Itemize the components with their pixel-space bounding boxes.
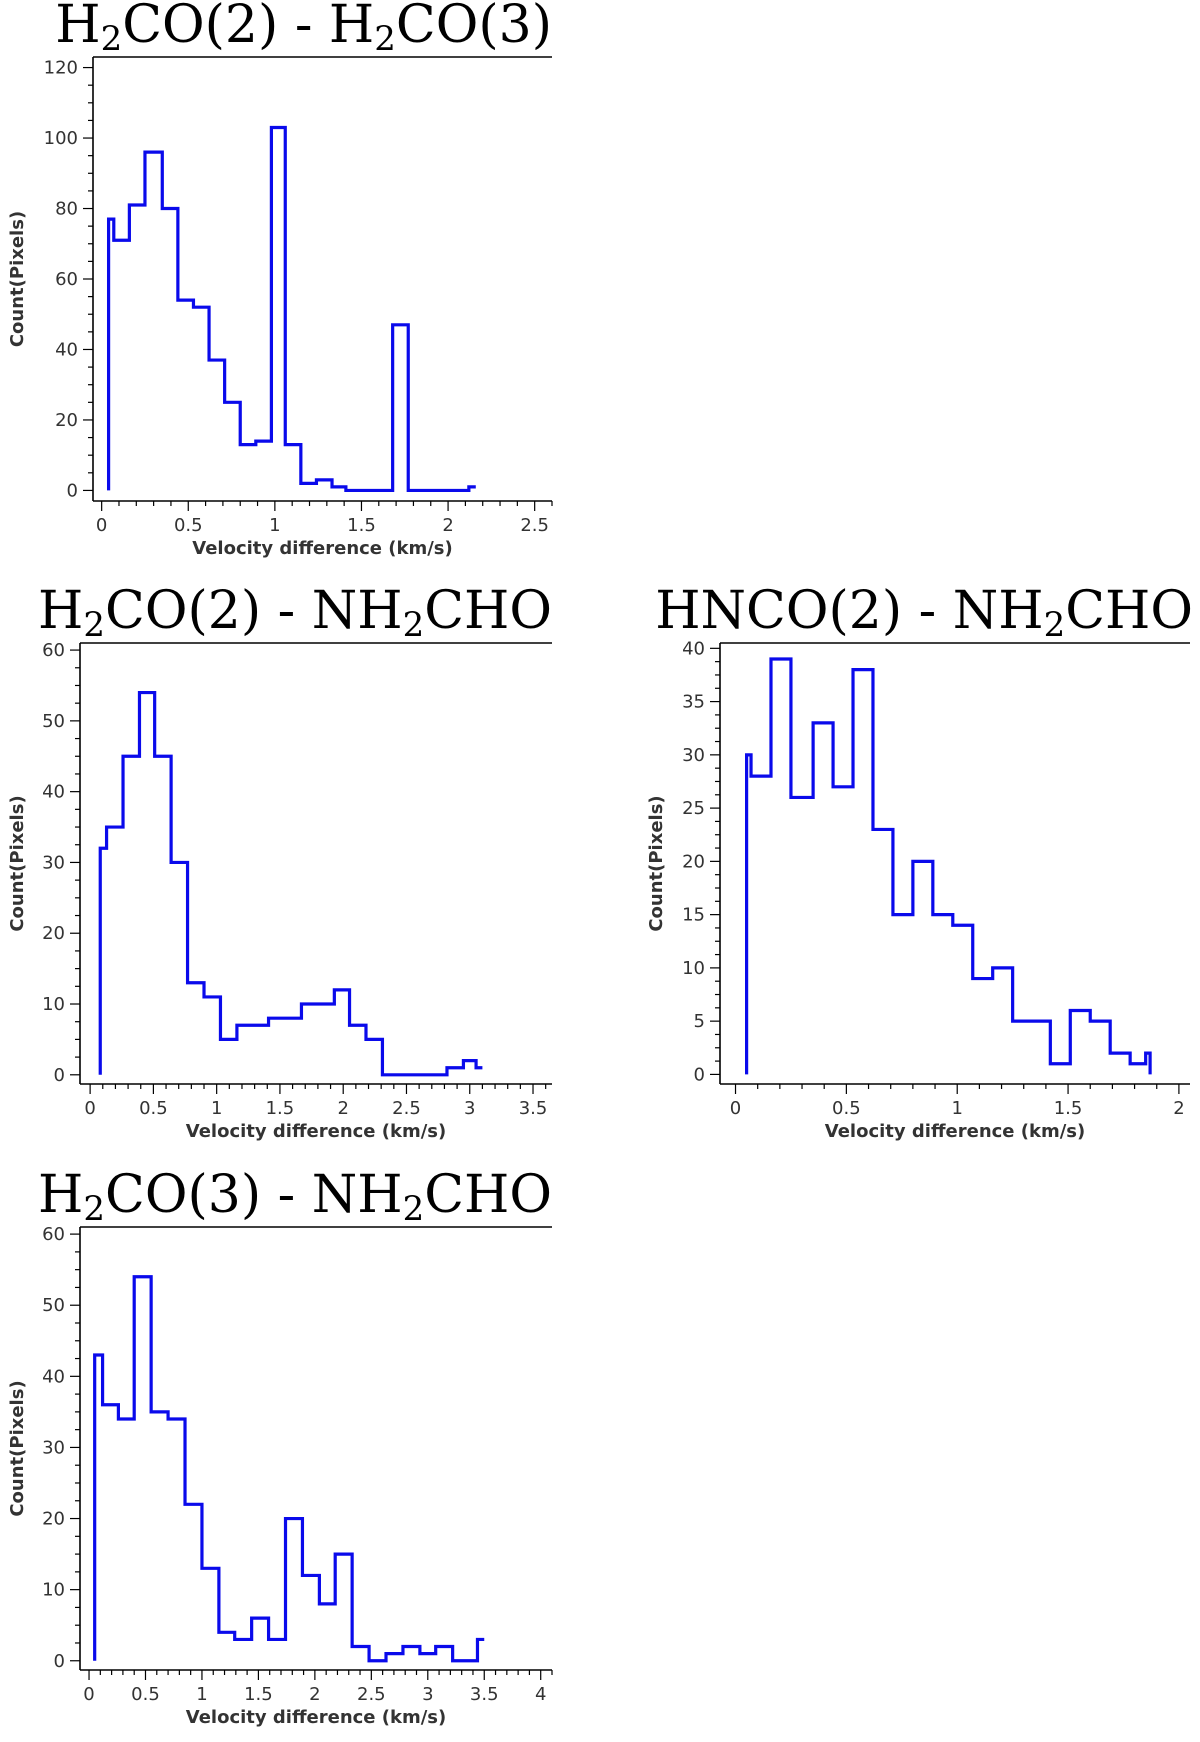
title-part: H — [38, 1165, 83, 1225]
y-tick-label: 60 — [42, 640, 65, 661]
y-tick-label: 60 — [55, 269, 78, 290]
y-tick-label: 10 — [42, 994, 65, 1015]
y-tick-label: 0 — [694, 1064, 705, 1085]
x-tick-label: 2 — [442, 515, 453, 536]
y-tick-label: 20 — [682, 851, 705, 872]
y-axis-label: Count(Pixels) — [7, 211, 28, 347]
x-tick-label: 1.5 — [266, 1098, 295, 1119]
title-part: HNCO(2) - NH — [655, 581, 1043, 641]
x-tick-label: 0.5 — [832, 1098, 861, 1119]
y-tick-label: 60 — [42, 1224, 65, 1245]
chart-title: H2CO(2) - H2CO(3) — [55, 0, 552, 59]
y-tick-label: 35 — [682, 692, 705, 713]
x-tick-label: 2.5 — [520, 515, 549, 536]
x-tick-label: 1 — [269, 515, 280, 536]
title-part: CHO — [1065, 581, 1193, 641]
title-part: 2 — [83, 1189, 105, 1229]
title-part: 2 — [101, 19, 123, 59]
y-tick-label: 5 — [694, 1011, 705, 1032]
y-tick-label: 100 — [44, 128, 78, 149]
y-tick-label: 40 — [42, 782, 65, 803]
y-tick-label: 10 — [42, 1580, 65, 1601]
chart-1: H2CO(2) - H2CO(3)0 0.5 1 1.5 2 2.502040608010… — [7, 0, 553, 559]
x-tick-label: 1.5 — [1054, 1098, 1083, 1119]
y-tick-label: 0 — [67, 480, 78, 501]
x-tick-label: 0 — [84, 1098, 95, 1119]
x-tick-label: 1 — [196, 1684, 207, 1705]
x-tick-label: 3 — [422, 1684, 433, 1705]
y-tick-label: 25 — [682, 798, 705, 819]
x-tick-label: 0.5 — [131, 1684, 160, 1705]
x-tick-label: 1.5 — [347, 515, 376, 536]
y-tick-label: 0 — [54, 1651, 65, 1672]
y-tick-label: 10 — [682, 958, 705, 979]
y-tick-label: 15 — [682, 905, 705, 926]
x-tick-label: 2 — [309, 1684, 320, 1705]
x-tick-label: 1.5 — [244, 1684, 273, 1705]
x-tick-label: 1 — [951, 1098, 962, 1119]
x-tick-label: 3.5 — [470, 1684, 499, 1705]
histogram-series — [93, 1275, 485, 1663]
x-tick-label: 3.5 — [519, 1098, 548, 1119]
y-tick-label: 40 — [42, 1366, 65, 1387]
y-tick-label: 40 — [682, 638, 705, 659]
y-tick-label: 80 — [55, 199, 78, 220]
x-tick-label: 1 — [211, 1098, 222, 1119]
y-axis-label: Count(Pixels) — [7, 795, 28, 931]
title-part: CHO — [424, 581, 552, 641]
x-tick-label: 2 — [1173, 1098, 1184, 1119]
x-tick-label: 0 — [83, 1684, 94, 1705]
y-tick-label: 20 — [42, 923, 65, 944]
title-part: CO(3) - NH — [105, 1165, 403, 1225]
x-tick-label: 2 — [337, 1098, 348, 1119]
x-tick-label: 3 — [464, 1098, 475, 1119]
title-part: 2 — [1044, 605, 1066, 645]
histogram-series — [98, 690, 483, 1077]
x-tick-label: 2.5 — [357, 1684, 386, 1705]
y-tick-label: 50 — [42, 1295, 65, 1316]
x-tick-label: 0 — [96, 515, 107, 536]
x-axis-label: Velocity difference (km/s) — [186, 1121, 447, 1142]
title-part: CO(2) - H — [122, 0, 374, 55]
histogram-series — [745, 657, 1152, 1075]
x-axis-label: Velocity difference (km/s) — [192, 538, 453, 559]
title-part: H — [55, 0, 100, 55]
title-part: 2 — [83, 605, 105, 645]
title-part: CHO — [424, 1165, 552, 1225]
chart-title: H2CO(2) - NH2CHO — [38, 581, 552, 645]
y-tick-label: 120 — [44, 58, 78, 79]
x-axis-label: Velocity difference (km/s) — [186, 1707, 447, 1728]
x-tick-label: 2.5 — [392, 1098, 421, 1119]
y-tick-label: 40 — [55, 339, 78, 360]
x-tick-label: 4 — [535, 1684, 546, 1705]
x-tick-label: 0 — [730, 1098, 741, 1119]
y-tick-label: 0 — [54, 1065, 65, 1086]
y-axis-label: Count(Pixels) — [646, 795, 667, 931]
y-tick-label: 50 — [42, 711, 65, 732]
title-part: 2 — [403, 1189, 425, 1229]
y-tick-label: 30 — [42, 852, 65, 873]
y-tick-label: 20 — [42, 1509, 65, 1530]
x-tick-label: 0.5 — [174, 515, 203, 536]
y-tick-label: 20 — [55, 410, 78, 431]
title-part: CO(2) - NH — [105, 581, 403, 641]
x-tick-label: 0.5 — [139, 1098, 168, 1119]
title-part: CO(3) — [396, 0, 552, 55]
histogram-series — [106, 125, 476, 493]
x-axis-label: Velocity difference (km/s) — [825, 1121, 1086, 1142]
title-part: 2 — [403, 605, 425, 645]
chart-title: H2CO(3) - NH2CHO — [38, 1165, 552, 1229]
chart-title: HNCO(2) - NH2CHO — [655, 581, 1193, 645]
title-part: H — [38, 581, 83, 641]
title-part: 2 — [374, 19, 396, 59]
y-tick-label: 30 — [682, 745, 705, 766]
y-tick-label: 30 — [42, 1437, 65, 1458]
y-axis-label: Count(Pixels) — [7, 1380, 28, 1516]
